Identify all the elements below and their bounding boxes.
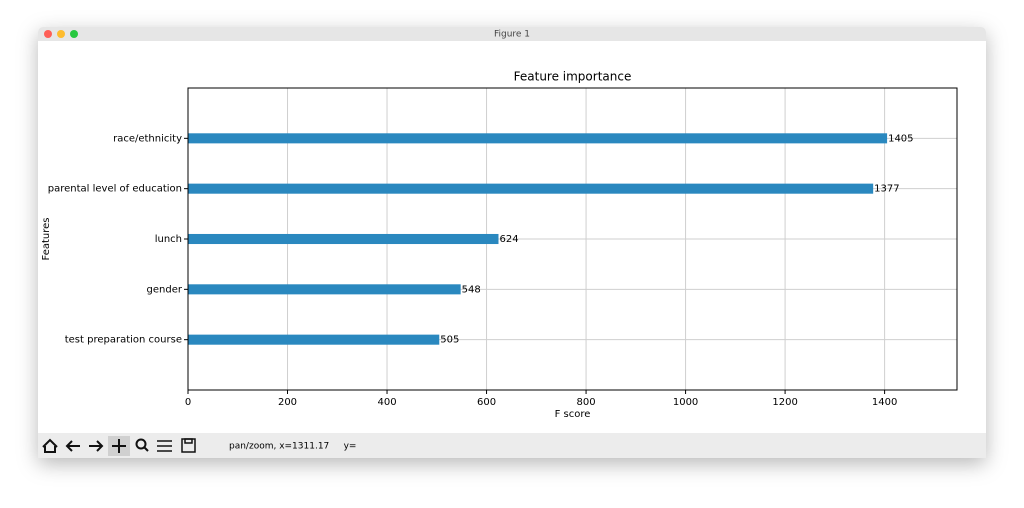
pan-button[interactable]	[112, 439, 126, 453]
save-button[interactable]	[181, 438, 196, 453]
chart-title: Feature importance	[514, 70, 632, 84]
status-text: pan/zoom, x=1311.17 y=	[229, 442, 356, 452]
value-label: 548	[462, 284, 481, 295]
axes-frame	[187, 87, 958, 391]
minimize-button[interactable]	[57, 30, 65, 38]
x-tick-label: 1000	[673, 397, 698, 408]
title-bar-bottom	[38, 35, 986, 41]
x-tick-label: 200	[278, 397, 297, 408]
x-tick-label: 800	[577, 397, 596, 408]
value-label: 1377	[874, 184, 899, 195]
x-tick-label: 1400	[872, 397, 897, 408]
x-tick-label: 0	[185, 397, 191, 408]
bar	[188, 133, 888, 144]
x-tick-label: 600	[477, 397, 496, 408]
close-button[interactable]	[44, 30, 52, 38]
x-axis-label: F score	[555, 409, 591, 420]
x-tick-label: 1200	[772, 397, 797, 408]
configure-button[interactable]	[157, 440, 172, 452]
bar	[188, 233, 499, 245]
y-tick-label: lunch	[155, 234, 182, 245]
bar	[188, 183, 874, 194]
toolbar	[38, 433, 986, 458]
forward-button[interactable]	[89, 440, 104, 452]
y-tick-label: parental level of education	[48, 184, 182, 195]
value-label: 505	[440, 335, 459, 346]
y-axis-label: Features	[41, 218, 52, 261]
bar	[188, 334, 440, 345]
y-tick-label: test preparation course	[65, 335, 182, 346]
zoom-rect-button[interactable]	[135, 438, 149, 452]
home-button[interactable]	[42, 438, 58, 453]
plot: Feature importance F score Features 0 200 400…	[41, 70, 958, 420]
zoom-button[interactable]	[70, 30, 78, 38]
value-label: 624	[499, 234, 518, 245]
x-tick-label: 400	[377, 397, 396, 408]
toolbar-buttons	[42, 436, 196, 456]
bar	[188, 284, 461, 295]
y-tick-label: gender	[147, 284, 183, 295]
y-tick-label: race/ethnicity	[113, 133, 182, 144]
back-button[interactable]	[65, 440, 80, 452]
value-label: 1405	[888, 133, 913, 144]
window-title: Figure 1	[494, 30, 530, 40]
